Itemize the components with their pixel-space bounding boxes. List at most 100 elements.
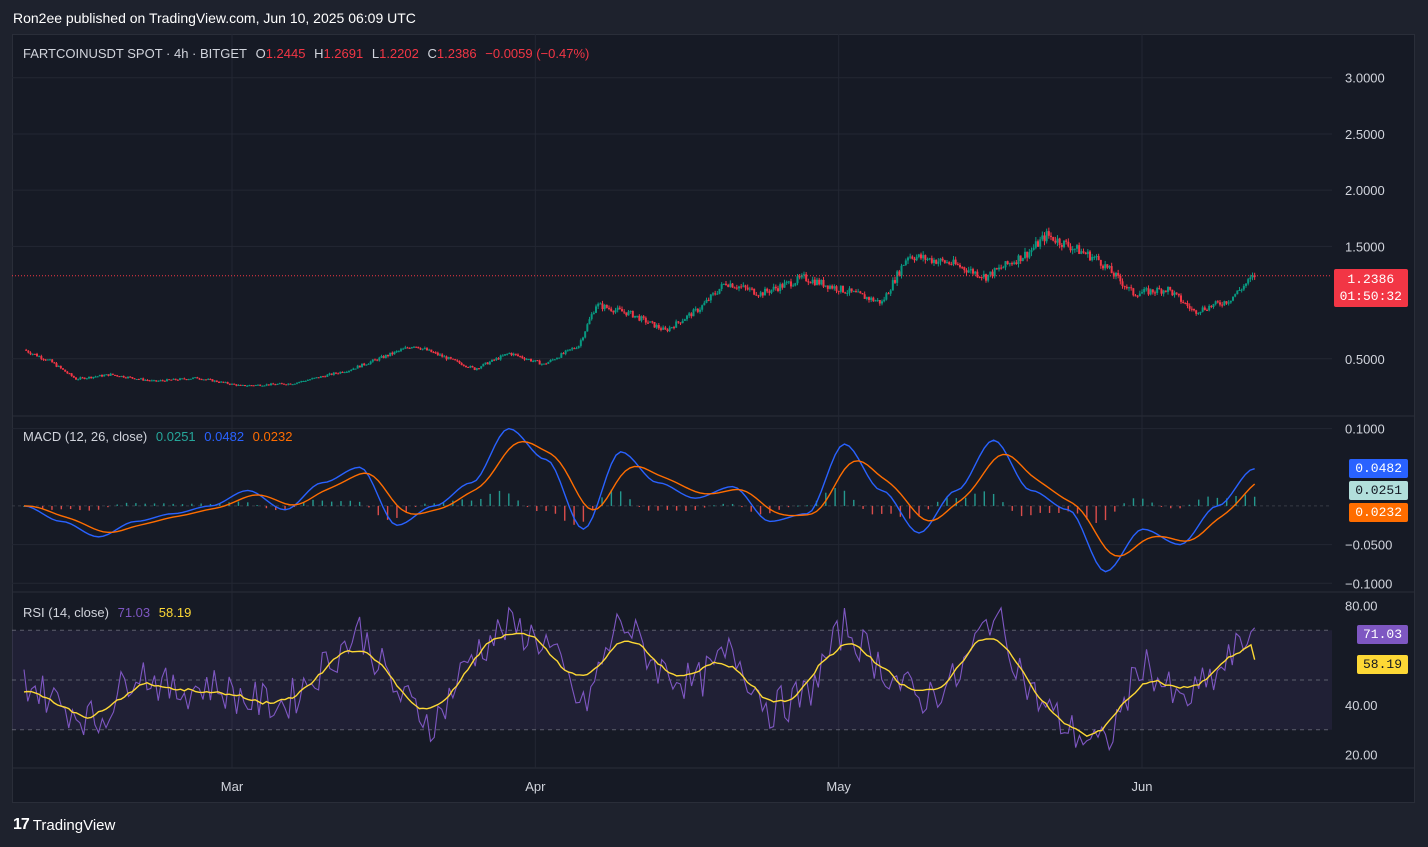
candle-body [400,349,402,351]
macd-histogram-bar [601,497,603,506]
tradingview-logo[interactable]: 17 TradingView [13,816,115,834]
candle-body [764,288,766,296]
macd-histogram-bar [638,505,641,507]
macd-histogram-bar [834,488,836,506]
candle-body [289,383,292,385]
candle-body [605,304,608,308]
candle-body [703,302,706,306]
candle-body [1216,301,1219,303]
candle-body [681,320,684,324]
chart-canvas[interactable]: Mar Apr May Jun 3.0000 2.5000 2.0000 1.5000 0.50… [12,34,1415,803]
candle-body [876,300,879,302]
macd-signal-value: 0.0232 [252,429,293,444]
candle-body [696,308,699,312]
rsi-title[interactable]: RSI (14, close) [23,605,109,620]
symbol-label[interactable]: FARTCOINUSDT SPOT · 4h · BITGET [23,46,247,61]
macd-histogram-bar [1235,496,1237,506]
candle-body [621,309,623,312]
candle-body [1180,295,1182,302]
candle-body [70,373,73,377]
candle-body [1188,305,1191,309]
candle-body [1112,273,1115,277]
candle-body [536,360,539,362]
candle-body [215,380,218,382]
candle-body [501,355,504,357]
candle-body [285,384,288,386]
candle-body [963,267,966,271]
candle-body [135,379,138,381]
candle-body [768,291,771,293]
macd-histogram-bar [750,505,752,512]
candle-body [1164,290,1167,292]
candle-body [803,274,805,276]
candle-body [926,258,929,260]
candle-body [746,287,749,290]
candle-body [911,256,914,259]
candle-body [512,353,515,356]
macd-histogram-bar [508,493,510,506]
candle-body [670,327,673,329]
candle-body [270,383,272,386]
candle-body [924,255,927,260]
candle-body [601,303,604,310]
candle-body [521,356,524,359]
candle-body [55,363,58,367]
candle-body [859,291,862,294]
bar-countdown: 01:50:32 [1339,289,1402,304]
chart-frame[interactable] [12,34,1415,803]
macd-histogram-bar [666,505,669,510]
candle-body [1201,307,1204,312]
candle-body [27,350,30,353]
candle-body [839,285,842,292]
candle-body [118,376,121,378]
macd-histogram-bar [79,505,81,511]
candle-body [532,360,535,362]
macd-histogram-bar [237,501,240,506]
macd-histogram-bar [778,505,780,510]
candle-body [566,349,569,351]
candle-body [456,360,459,362]
candle-body [1117,273,1120,276]
low-label: L [371,46,380,61]
macd-histogram-bar [713,505,715,507]
macd-histogram-bar [1076,505,1079,514]
candle-body [486,362,489,365]
macd-histogram-bar [1011,505,1013,511]
candle-body [1080,251,1083,254]
macd-histogram-bar [992,493,995,506]
time-tick-label: Jun [1132,779,1153,794]
candle-body [421,348,424,350]
macd-histogram-bar [172,503,174,506]
candle-body [556,358,558,360]
candle-body [662,327,665,330]
candle-body [96,376,99,378]
candle-body [950,263,953,265]
candle-body [98,375,101,377]
candle-body [497,358,500,360]
candle-body [664,327,667,330]
candle-body [826,285,829,289]
candle-body [88,376,90,379]
macd-histogram-bar [545,505,547,511]
candle-body [705,299,708,303]
candle-body [196,377,199,379]
macd-histogram-bar [564,505,566,521]
candle-body [584,331,587,338]
candle-body [278,383,281,385]
macd-histogram-bar [741,505,743,508]
candle-body [612,311,615,313]
candle-body [824,285,827,287]
candle-body [228,383,231,385]
candle-body [283,383,285,385]
candle-body [1060,244,1063,248]
macd-title[interactable]: MACD (12, 26, close) [23,429,148,444]
candle-body [159,380,162,382]
candle-body [495,358,498,361]
macd-histogram-bar [675,505,678,511]
candle-body [941,258,944,261]
candle-body [644,317,647,323]
macd-histogram-bar [592,505,594,511]
candle-body [1145,288,1148,290]
candle-body [870,297,873,300]
candle-body [393,351,396,355]
